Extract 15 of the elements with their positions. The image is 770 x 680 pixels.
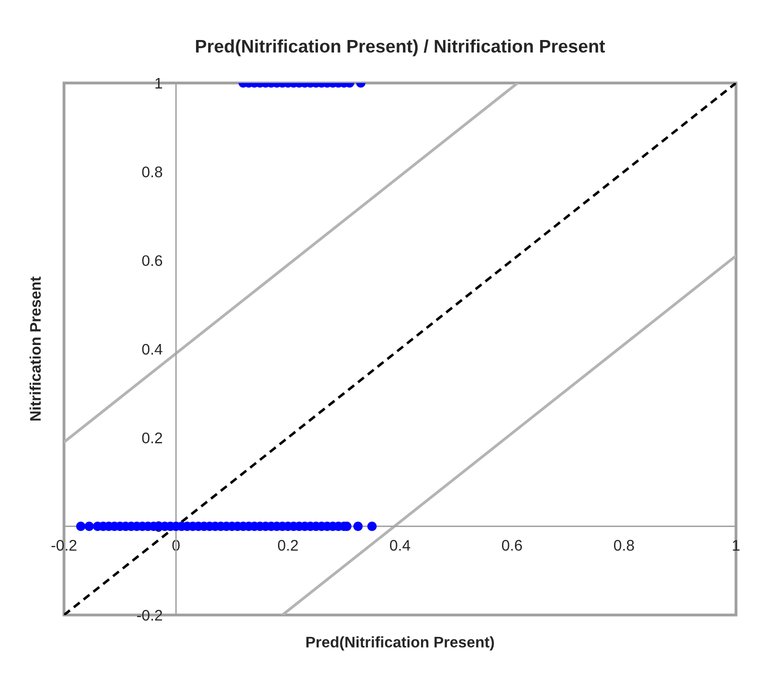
x-tick-label: 1 [732, 540, 740, 551]
x-tick-label: -0.2 [52, 540, 76, 551]
y-tick-label: 0.4 [142, 344, 162, 355]
chart-title: Pred(Nitrification Present) / Nitrification Present [196, 39, 605, 56]
x-axis-title: Pred(Nitrification Present) [306, 636, 494, 651]
x-tick-label: 0.2 [278, 540, 298, 551]
y-tick-label: -0.2 [137, 610, 162, 621]
y-tick-label: 0.8 [142, 166, 162, 178]
x-tick-label: 0.8 [614, 540, 634, 551]
y-tick-label: 1 [155, 78, 162, 89]
y-tick-label: 0.6 [142, 255, 162, 266]
x-tick-label: 0.6 [502, 540, 522, 551]
y-axis-title: Nitrification Present [30, 276, 41, 421]
x-tick-label: 0.4 [390, 540, 410, 551]
y-tick-label: 0.2 [142, 432, 162, 444]
